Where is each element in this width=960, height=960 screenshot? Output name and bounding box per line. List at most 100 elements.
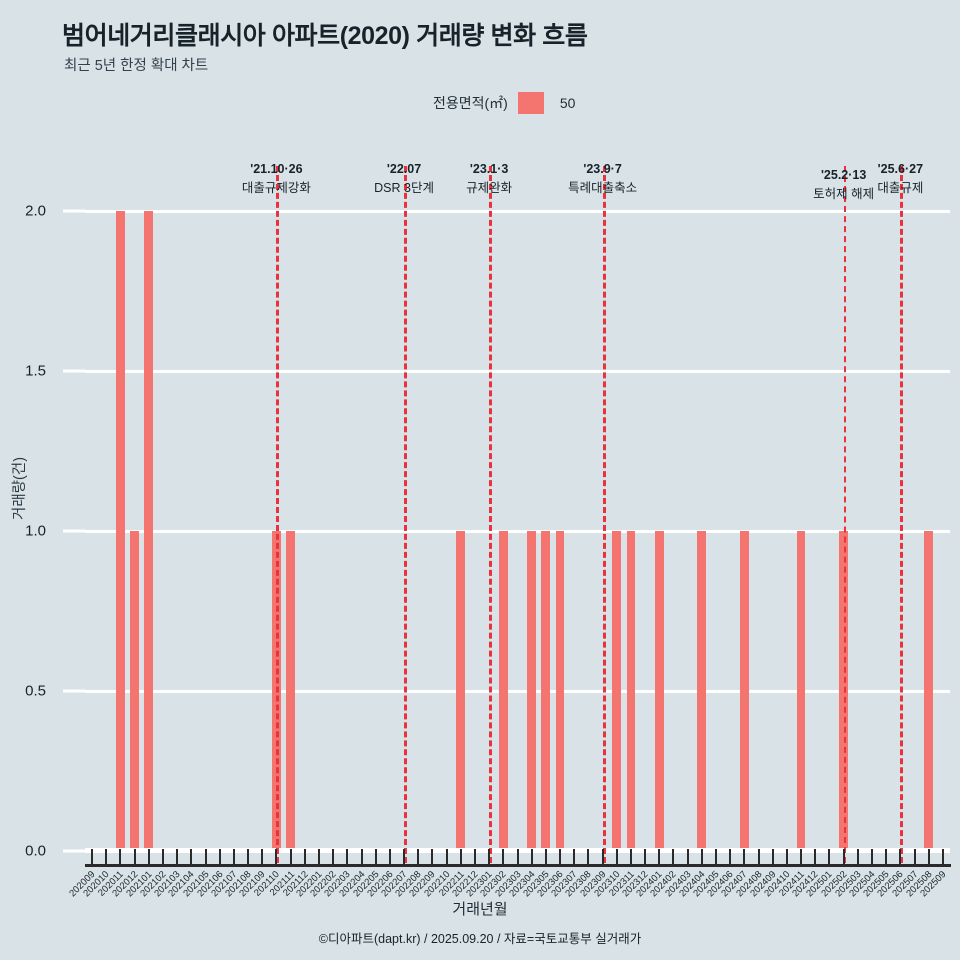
- y-tick-label: 2.0: [25, 202, 46, 220]
- annotation-date: '21.10·26: [250, 162, 303, 176]
- annotation-label: '25.2·13 토허제 해제: [813, 166, 874, 205]
- bar[interactable]: [498, 531, 508, 851]
- x-tick-mark: [757, 849, 760, 865]
- x-tick-mark: [573, 849, 576, 865]
- x-tick-mark: [403, 849, 406, 865]
- legend-label: 전용면적(㎡): [433, 95, 508, 111]
- bar[interactable]: [527, 531, 537, 851]
- x-tick-mark: [729, 849, 732, 865]
- x-tick-mark: [771, 849, 774, 865]
- x-tick-mark: [743, 849, 746, 865]
- x-tick-mark: [289, 849, 292, 865]
- y-axis-title: 거래량(건): [12, 456, 28, 520]
- x-tick-mark: [332, 849, 335, 865]
- bar[interactable]: [697, 531, 707, 851]
- x-tick-mark: [147, 849, 150, 865]
- x-tick-mark: [715, 849, 718, 865]
- footer-credit: ©디아파트(dapt.kr) / 2025.09.20 / 자료=국토교통부 실…: [318, 932, 642, 946]
- plot-area: [85, 209, 950, 853]
- y-tick-label: 1.5: [25, 362, 46, 380]
- annotation-label: '25.6·27 대출규제: [877, 160, 923, 199]
- page-subtitle: 최근 5년 한정 확대 차트: [64, 58, 209, 74]
- annotation-label: '22.07 DSR 3단계: [374, 160, 434, 199]
- x-tick-mark: [105, 849, 108, 865]
- x-tick-mark: [119, 849, 122, 865]
- x-tick-mark: [672, 849, 675, 865]
- bar[interactable]: [739, 531, 749, 851]
- annotation-date: '23.9·7: [583, 162, 622, 176]
- y-tick-label: 0.5: [25, 682, 46, 700]
- x-tick-mark: [431, 849, 434, 865]
- x-tick-mark: [899, 849, 902, 865]
- annotation-line: [276, 166, 280, 863]
- bar[interactable]: [130, 531, 140, 851]
- x-tick-mark: [232, 849, 235, 865]
- x-axis-line: [85, 864, 951, 867]
- x-axis-title: 거래년월: [452, 901, 508, 918]
- x-tick-mark: [502, 849, 505, 865]
- bar[interactable]: [612, 531, 622, 851]
- x-tick-mark: [941, 849, 944, 865]
- y-tick-label: 0.0: [25, 842, 46, 860]
- legend-color-swatch: [517, 92, 544, 114]
- annotation-line: [404, 166, 408, 863]
- x-tick-mark: [346, 849, 349, 865]
- annotation-date: '22.07: [386, 162, 422, 176]
- x-tick-mark: [488, 849, 491, 865]
- bar[interactable]: [541, 531, 551, 851]
- x-tick-mark: [91, 849, 94, 865]
- bar[interactable]: [555, 531, 565, 851]
- bar[interactable]: [796, 531, 806, 851]
- x-tick-mark: [275, 849, 278, 865]
- x-tick-mark: [814, 849, 817, 865]
- x-tick-mark: [459, 849, 462, 865]
- bar[interactable]: [144, 211, 154, 851]
- x-tick-mark: [785, 849, 788, 865]
- gridline: [85, 529, 950, 533]
- x-tick-mark: [856, 849, 859, 865]
- x-tick-mark: [247, 849, 250, 865]
- y-tick-mark: [63, 369, 85, 373]
- x-tick-mark: [261, 849, 264, 865]
- bar-series: [85, 211, 950, 851]
- annotation-label: '21.10·26 대출규제강화: [242, 160, 311, 199]
- annotation-text: 규제완화: [466, 181, 513, 196]
- annotation-text: 특례대출축소: [568, 181, 638, 196]
- x-tick-mark: [927, 849, 930, 865]
- bar[interactable]: [626, 531, 636, 851]
- x-tick-mark: [133, 849, 136, 865]
- x-tick-mark: [176, 849, 179, 865]
- x-tick-mark: [885, 849, 888, 865]
- x-tick-mark: [828, 849, 831, 865]
- annotation-text: 대출규제: [877, 181, 924, 196]
- annotation-text: 토허제 해제: [813, 187, 875, 202]
- y-tick-mark: [63, 529, 85, 533]
- bar[interactable]: [456, 531, 466, 851]
- bar[interactable]: [286, 531, 295, 851]
- x-tick-mark: [374, 849, 377, 865]
- annotation-date: '23.1·3: [469, 162, 509, 176]
- x-tick-mark: [700, 849, 703, 865]
- annotation-label: '23.1·3 규제완화: [466, 160, 512, 199]
- bar[interactable]: [924, 531, 934, 851]
- x-tick-mark: [615, 849, 618, 865]
- x-tick-mark: [161, 849, 164, 865]
- x-tick-mark: [587, 849, 590, 865]
- x-tick-mark: [190, 849, 193, 865]
- x-tick-mark: [360, 849, 363, 865]
- x-tick-mark: [871, 849, 873, 865]
- annotation-line: [900, 166, 904, 863]
- x-tick-mark: [658, 849, 661, 865]
- x-tick-mark: [686, 849, 689, 865]
- x-tick-mark: [516, 849, 519, 865]
- bar[interactable]: [116, 211, 125, 851]
- annotation-text: 대출규제강화: [241, 181, 311, 196]
- gridline: [85, 689, 950, 693]
- bar[interactable]: [654, 531, 664, 851]
- annotation-line: [602, 166, 606, 863]
- gridline: [85, 209, 950, 213]
- x-tick-mark: [417, 849, 420, 865]
- y-tick-mark: [63, 689, 85, 693]
- annotation-date: '25.2·13: [820, 168, 867, 182]
